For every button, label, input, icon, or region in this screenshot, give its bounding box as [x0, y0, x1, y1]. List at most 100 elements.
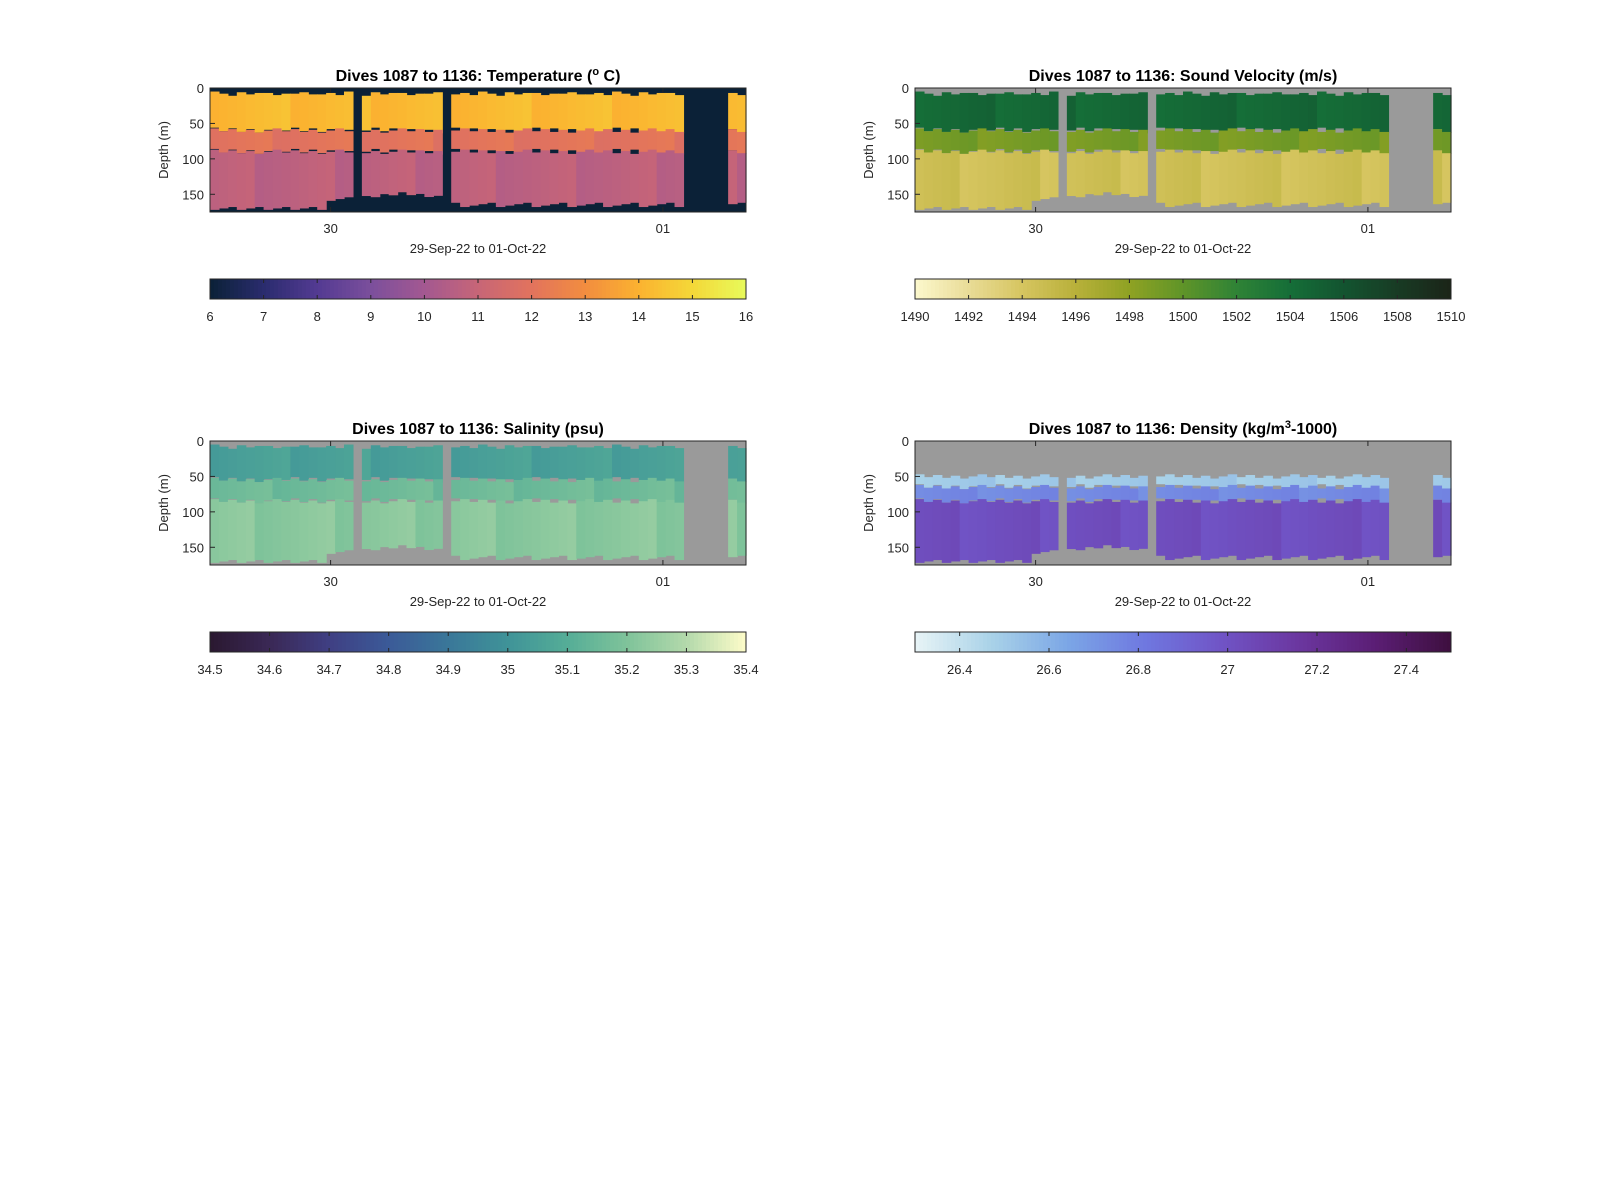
colorbar-swatch — [1027, 632, 1032, 652]
colorbar-swatch — [274, 279, 279, 299]
colorbar-swatch — [1243, 632, 1248, 652]
heatmap-cell — [612, 444, 622, 478]
y-tick-label: 50 — [895, 469, 909, 484]
colorbar-tick-label: 1504 — [1276, 309, 1305, 324]
heatmap-cell — [1066, 477, 1077, 488]
heatmap-cell — [656, 131, 667, 154]
colorbar-swatch — [210, 279, 215, 299]
colorbar-swatch — [1051, 279, 1056, 299]
colorbar-swatch — [410, 632, 415, 652]
colorbar-swatch — [314, 279, 319, 299]
heatmap-cell — [1442, 153, 1452, 203]
heatmap-cell — [326, 92, 336, 130]
heatmap-cell — [227, 95, 238, 129]
colorbar-swatch — [1411, 279, 1416, 299]
colorbar-swatch — [466, 279, 471, 299]
heatmap-cell — [549, 93, 559, 129]
colorbar-swatch — [518, 279, 523, 299]
heatmap-cell — [210, 444, 220, 478]
colorbar-swatch — [258, 632, 263, 652]
heatmap-cell — [959, 132, 970, 154]
heatmap-cell — [656, 92, 667, 133]
heatmap-cell — [263, 445, 274, 480]
salinity-title: Dives 1087 to 1136: Salinity (psu) — [352, 421, 604, 438]
colorbar-swatch — [1107, 279, 1112, 299]
heatmap-cell — [1004, 92, 1014, 132]
colorbar-swatch — [266, 632, 271, 652]
colorbar-swatch — [534, 279, 539, 299]
heatmap-cell — [272, 448, 283, 483]
heatmap-cell — [227, 448, 238, 478]
heatmap-cell — [1040, 128, 1050, 154]
heatmap-cell — [1236, 152, 1247, 208]
heatmap-cell — [326, 501, 336, 554]
heatmap-cell — [1049, 487, 1059, 501]
heatmap-cell — [558, 446, 568, 482]
colorbar-swatch — [718, 279, 723, 299]
heatmap-cell — [1308, 95, 1318, 131]
heatmap-cell — [585, 94, 595, 130]
heatmap-cell — [478, 444, 488, 482]
heatmap-cell — [344, 480, 354, 501]
density-title: Dives 1087 to 1136: Density (kg/m3-1000) — [1029, 419, 1338, 438]
colorbar-swatch — [478, 632, 483, 652]
heatmap-cell — [1093, 476, 1104, 485]
colorbar-swatch — [1347, 632, 1352, 652]
salinity-panel: Dives 1087 to 1136: Salinity (psu) 0 50 10… — [156, 421, 759, 677]
heatmap-cell — [620, 151, 631, 205]
colorbar-swatch — [1411, 632, 1416, 652]
colorbar-swatch — [1207, 632, 1212, 652]
heatmap-cell — [1075, 129, 1086, 149]
heatmap-cell — [379, 482, 390, 502]
colorbar-swatch — [1019, 279, 1024, 299]
heatmap-cell — [397, 128, 408, 154]
colorbar-swatch — [438, 632, 443, 652]
heatmap-cell — [1200, 151, 1211, 208]
colorbar-swatch — [486, 632, 491, 652]
colorbar-tick-label: 1508 — [1383, 309, 1412, 324]
y-tick-label: 50 — [190, 469, 204, 484]
heatmap-cell — [344, 91, 354, 130]
heatmap-cell — [1013, 129, 1023, 150]
colorbar-swatch — [1059, 632, 1064, 652]
colorbar-swatch — [1311, 279, 1316, 299]
heatmap-cell — [1263, 500, 1273, 556]
colorbar-swatch — [1275, 632, 1280, 652]
colorbar-swatch — [406, 279, 411, 299]
colorbar-tick-label: 27.4 — [1394, 662, 1419, 677]
colorbar-swatch — [947, 279, 952, 299]
heatmap-cell — [218, 93, 229, 132]
heatmap-cell — [522, 445, 533, 480]
heatmap-cell — [1254, 502, 1264, 558]
colorbar-swatch — [987, 279, 992, 299]
colorbar-swatch — [546, 632, 551, 652]
colorbar-tick-label: 1494 — [1008, 309, 1037, 324]
heatmap-cell — [424, 502, 434, 551]
heatmap-cell — [326, 445, 336, 479]
heatmap-cell — [317, 503, 327, 563]
heatmap-cell — [433, 445, 443, 483]
colorbar-swatch — [1199, 632, 1204, 652]
colorbar-swatch — [430, 632, 435, 652]
heatmap-cell — [603, 478, 613, 502]
colorbar-swatch — [1275, 279, 1280, 299]
colorbar-swatch — [1143, 279, 1148, 299]
heatmap-cell — [335, 149, 345, 200]
colorbar-swatch — [1387, 632, 1392, 652]
heatmap-cell — [361, 448, 372, 480]
heatmap-cell — [977, 484, 988, 505]
colorbar-swatch — [1315, 632, 1320, 652]
colorbar-swatch — [330, 279, 335, 299]
colorbar-swatch — [967, 279, 972, 299]
colorbar-swatch — [1179, 632, 1184, 652]
heatmap-cell — [308, 129, 318, 150]
colorbar-swatch — [238, 279, 243, 299]
heatmap-cell — [424, 93, 434, 130]
heatmap-cell — [1281, 476, 1291, 490]
colorbar-swatch — [678, 279, 683, 299]
heatmap-cell — [1263, 475, 1273, 489]
heatmap-cell — [594, 445, 604, 483]
y-tick-label: 150 — [887, 540, 909, 555]
y-tick-label: 100 — [887, 152, 909, 167]
heatmap-cell — [1325, 93, 1336, 132]
